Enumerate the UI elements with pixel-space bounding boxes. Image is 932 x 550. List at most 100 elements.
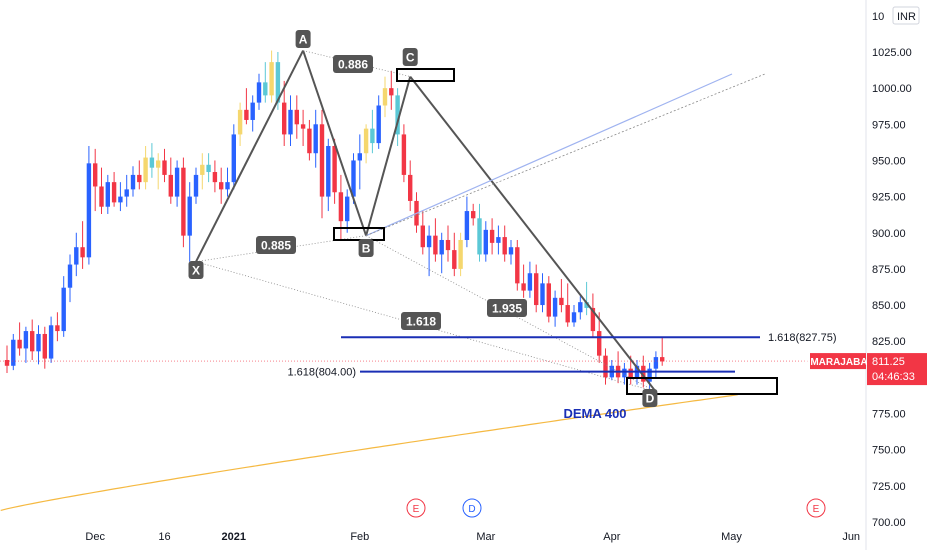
candle-body[interactable] [250, 102, 255, 120]
candle-body[interactable] [546, 283, 551, 317]
candle-body[interactable] [282, 102, 287, 135]
candle-body[interactable] [357, 153, 362, 161]
candle-body[interactable] [93, 163, 98, 187]
candle-body[interactable] [244, 109, 249, 120]
candle-body[interactable] [156, 160, 161, 168]
candle-body[interactable] [559, 297, 564, 306]
candle-body[interactable] [67, 264, 73, 288]
candle-body[interactable] [408, 174, 413, 201]
candle-body[interactable] [603, 355, 608, 378]
candle-body[interactable] [174, 167, 180, 197]
candle-body[interactable] [263, 82, 268, 96]
candle-body[interactable] [489, 229, 495, 243]
x-axis[interactable]: Dec 16 2021 Feb Mar Apr May Jun [85, 531, 860, 543]
candle-body[interactable] [565, 305, 570, 323]
candle-body[interactable] [376, 105, 381, 144]
candle-body[interactable] [338, 192, 344, 222]
candle-body[interactable] [351, 160, 356, 197]
candle-body[interactable] [540, 283, 545, 306]
candle-body[interactable] [193, 174, 199, 197]
candle-body[interactable] [105, 182, 110, 207]
candle-body[interactable] [363, 128, 369, 154]
candle-body[interactable] [168, 174, 173, 197]
candle-body[interactable] [275, 62, 281, 103]
candle-body[interactable] [42, 333, 47, 359]
candle-body[interactable] [433, 235, 438, 255]
ratio-label[interactable]: 1.618 [401, 312, 441, 330]
candle-body[interactable] [187, 196, 192, 236]
candle-body[interactable] [225, 182, 230, 190]
candle-body[interactable] [345, 196, 350, 222]
pattern-point-c[interactable]: C [402, 48, 418, 66]
candle-body[interactable] [534, 273, 539, 306]
candle-body[interactable] [294, 109, 299, 125]
pattern-point-a[interactable]: A [295, 30, 311, 48]
currency-box[interactable] [892, 6, 920, 25]
candle-body[interactable] [395, 95, 400, 135]
candle-body[interactable] [181, 167, 186, 236]
zone-box-c[interactable] [396, 68, 455, 82]
candle-body[interactable] [527, 273, 533, 291]
candle-body[interactable] [130, 174, 136, 190]
candle-body[interactable] [288, 109, 293, 135]
candle-body[interactable] [483, 229, 488, 255]
candles-layer[interactable] [4, 50, 665, 392]
candle-body[interactable] [439, 239, 444, 255]
candle-body[interactable] [401, 134, 407, 175]
candle-body[interactable] [206, 164, 211, 173]
candle-body[interactable] [48, 325, 54, 359]
candle-body[interactable] [149, 157, 155, 168]
candle-body[interactable] [496, 237, 501, 243]
candle-body[interactable] [452, 250, 457, 269]
candle-body[interactable] [445, 239, 451, 251]
candle-body[interactable] [584, 302, 589, 308]
trend-line[interactable] [365, 73, 733, 237]
candle-body[interactable] [300, 124, 306, 129]
ratio-label[interactable]: 0.885 [256, 236, 296, 254]
candle-body[interactable] [628, 368, 633, 378]
candle-body[interactable] [508, 247, 514, 255]
candle-body[interactable] [219, 182, 224, 190]
pattern-leg[interactable] [195, 50, 304, 263]
candle-body[interactable] [641, 365, 646, 382]
candle-body[interactable] [118, 196, 123, 203]
currency-label[interactable]: INR [897, 11, 916, 23]
candle-body[interactable] [578, 302, 583, 313]
pattern-point-x[interactable]: X [188, 261, 204, 279]
candle-body[interactable] [143, 157, 148, 183]
zone-box-b[interactable] [333, 227, 385, 241]
candle-body[interactable] [237, 109, 243, 135]
candle-body[interactable] [23, 331, 29, 349]
candle-body[interactable] [571, 312, 577, 323]
candle-body[interactable] [231, 134, 236, 183]
candle-body[interactable] [477, 218, 482, 255]
candle-body[interactable] [17, 339, 22, 349]
candle-body[interactable] [332, 145, 337, 193]
candle-body[interactable] [36, 333, 41, 352]
pattern-leg[interactable] [365, 76, 412, 236]
event-marker-e[interactable]: E [806, 498, 826, 518]
candle-body[interactable] [521, 283, 526, 291]
candle-body[interactable] [99, 186, 104, 207]
candle-body[interactable] [326, 145, 331, 197]
candle-body[interactable] [622, 368, 627, 378]
candle-body[interactable] [552, 297, 558, 317]
candle-body[interactable] [80, 247, 85, 258]
candle-body[interactable] [471, 211, 476, 219]
ratio-label[interactable]: 0.886 [333, 55, 373, 73]
pattern-leg[interactable] [302, 50, 368, 236]
candle-body[interactable] [389, 88, 394, 96]
pattern-point-b[interactable]: B [358, 239, 374, 257]
candle-body[interactable] [653, 357, 659, 369]
candle-body[interactable] [124, 189, 129, 197]
candle-body[interactable] [212, 172, 218, 183]
candle-body[interactable] [162, 160, 167, 175]
candle-body[interactable] [515, 247, 520, 284]
candle-body[interactable] [502, 237, 507, 255]
candle-body[interactable] [420, 225, 425, 248]
candle-body[interactable] [11, 339, 16, 366]
candle-body[interactable] [426, 235, 432, 248]
candle-body[interactable] [30, 331, 35, 352]
